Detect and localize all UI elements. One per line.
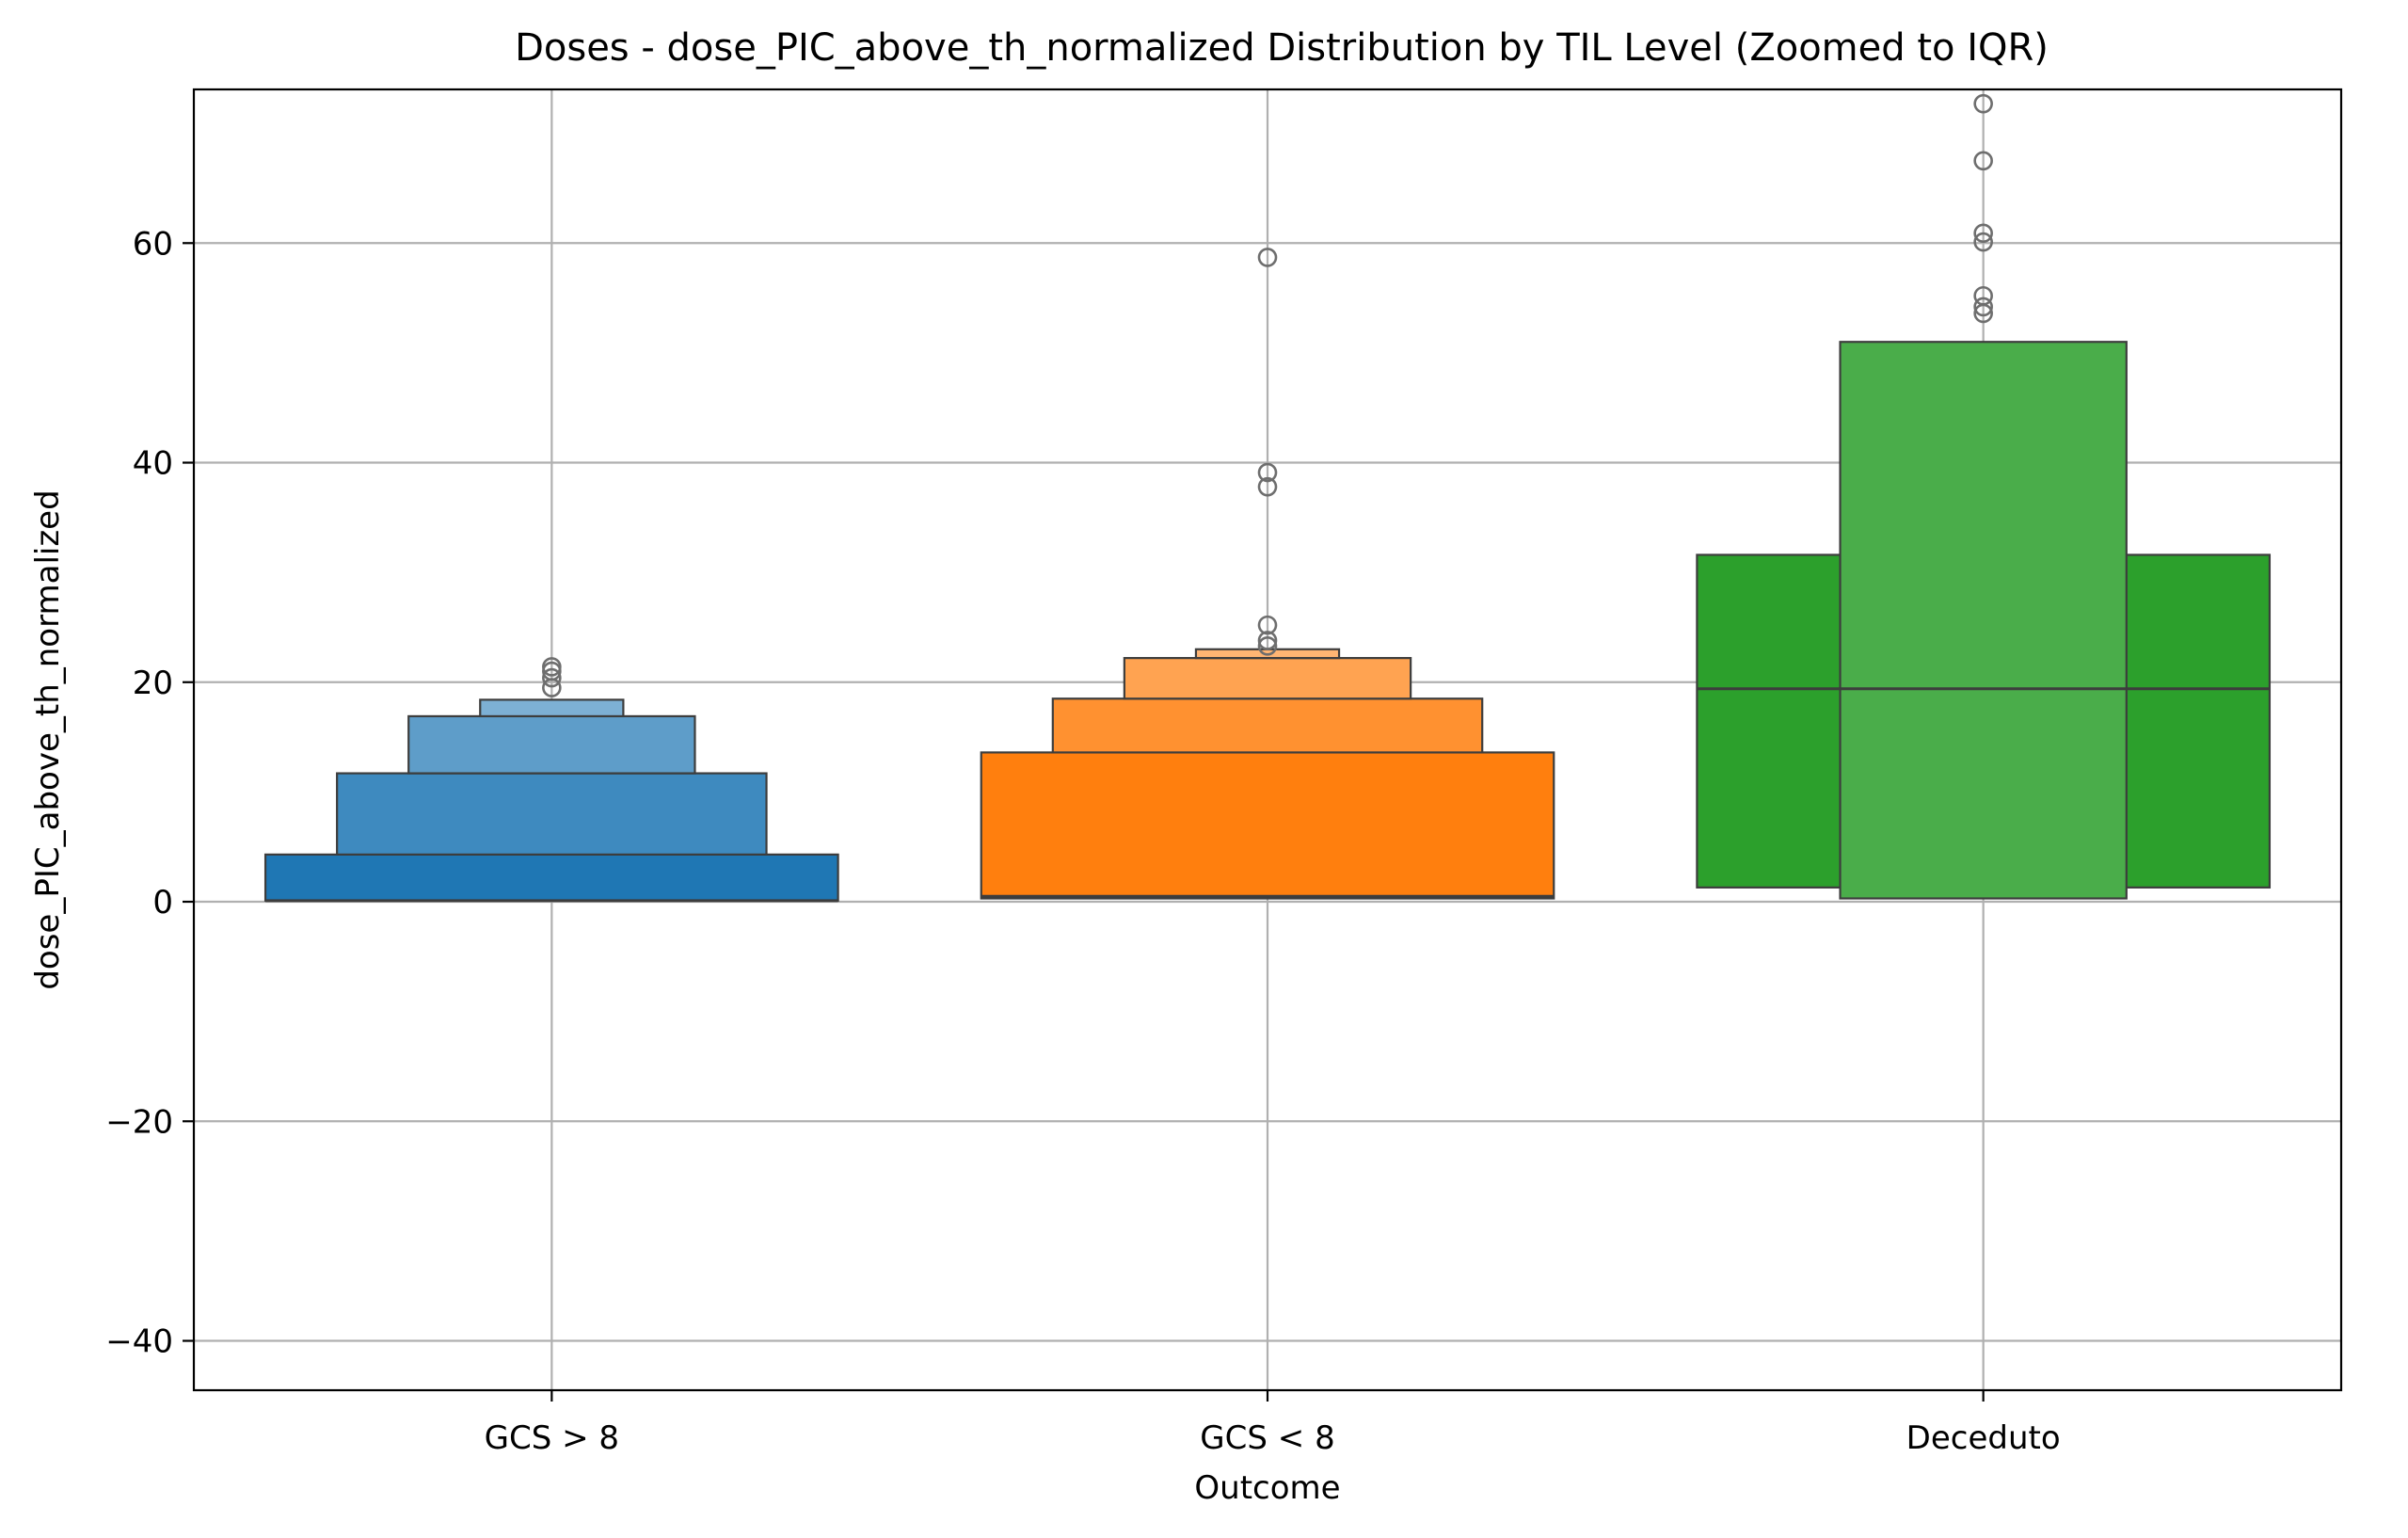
boxen-box (1123, 657, 1412, 700)
boxen-plot-area (263, 93, 2272, 903)
boxen-box (980, 751, 1555, 900)
x-tick-label: GCS > 8 (485, 1419, 619, 1457)
y-tick-label: 0 (152, 884, 173, 921)
outlier-point (1257, 615, 1278, 635)
series-2 (1696, 93, 2272, 900)
boxen-box (336, 772, 768, 856)
y-tick-label: 20 (133, 665, 173, 702)
outlier-point (1973, 223, 1993, 244)
x-tick-label: Deceduto (1906, 1419, 2061, 1457)
axes: −40 −20 0 20 40 60 GCS > 8 GCS < 8 Deceduto (105, 225, 2060, 1457)
y-tick-label: −40 (105, 1323, 173, 1361)
outlier-point (1973, 151, 1993, 171)
outlier-point (1973, 285, 1993, 306)
x-axis-label: Outcome (1194, 1469, 1340, 1507)
y-tick-label: 40 (133, 445, 173, 483)
chart-title: Doses - dose_PIC_above_th_normalized Dis… (515, 26, 2049, 70)
outlier-point (1257, 631, 1278, 650)
outlier-point (1257, 635, 1278, 656)
boxen-box (1839, 341, 2128, 900)
y-axis-label: dose_PIC_above_th_normalized (29, 489, 67, 989)
outlier-point (1257, 248, 1278, 267)
boxen-box (263, 853, 839, 902)
boxen-box (1051, 697, 1484, 754)
y-tick-label: 60 (133, 225, 173, 263)
outlier-point (1257, 476, 1278, 497)
outlier-point (1973, 296, 1993, 317)
boxen-box (407, 714, 696, 775)
outlier-point (1973, 232, 1993, 252)
outlier-point (1973, 93, 1993, 114)
x-tick-label: GCS < 8 (1200, 1419, 1334, 1457)
boxen-box (479, 698, 625, 718)
series-1 (980, 248, 1555, 900)
outlier-point (542, 667, 562, 688)
outlier-point (1257, 462, 1278, 483)
outlier-point (542, 657, 562, 677)
y-tick-label: −20 (105, 1103, 173, 1141)
series-0 (263, 657, 839, 903)
